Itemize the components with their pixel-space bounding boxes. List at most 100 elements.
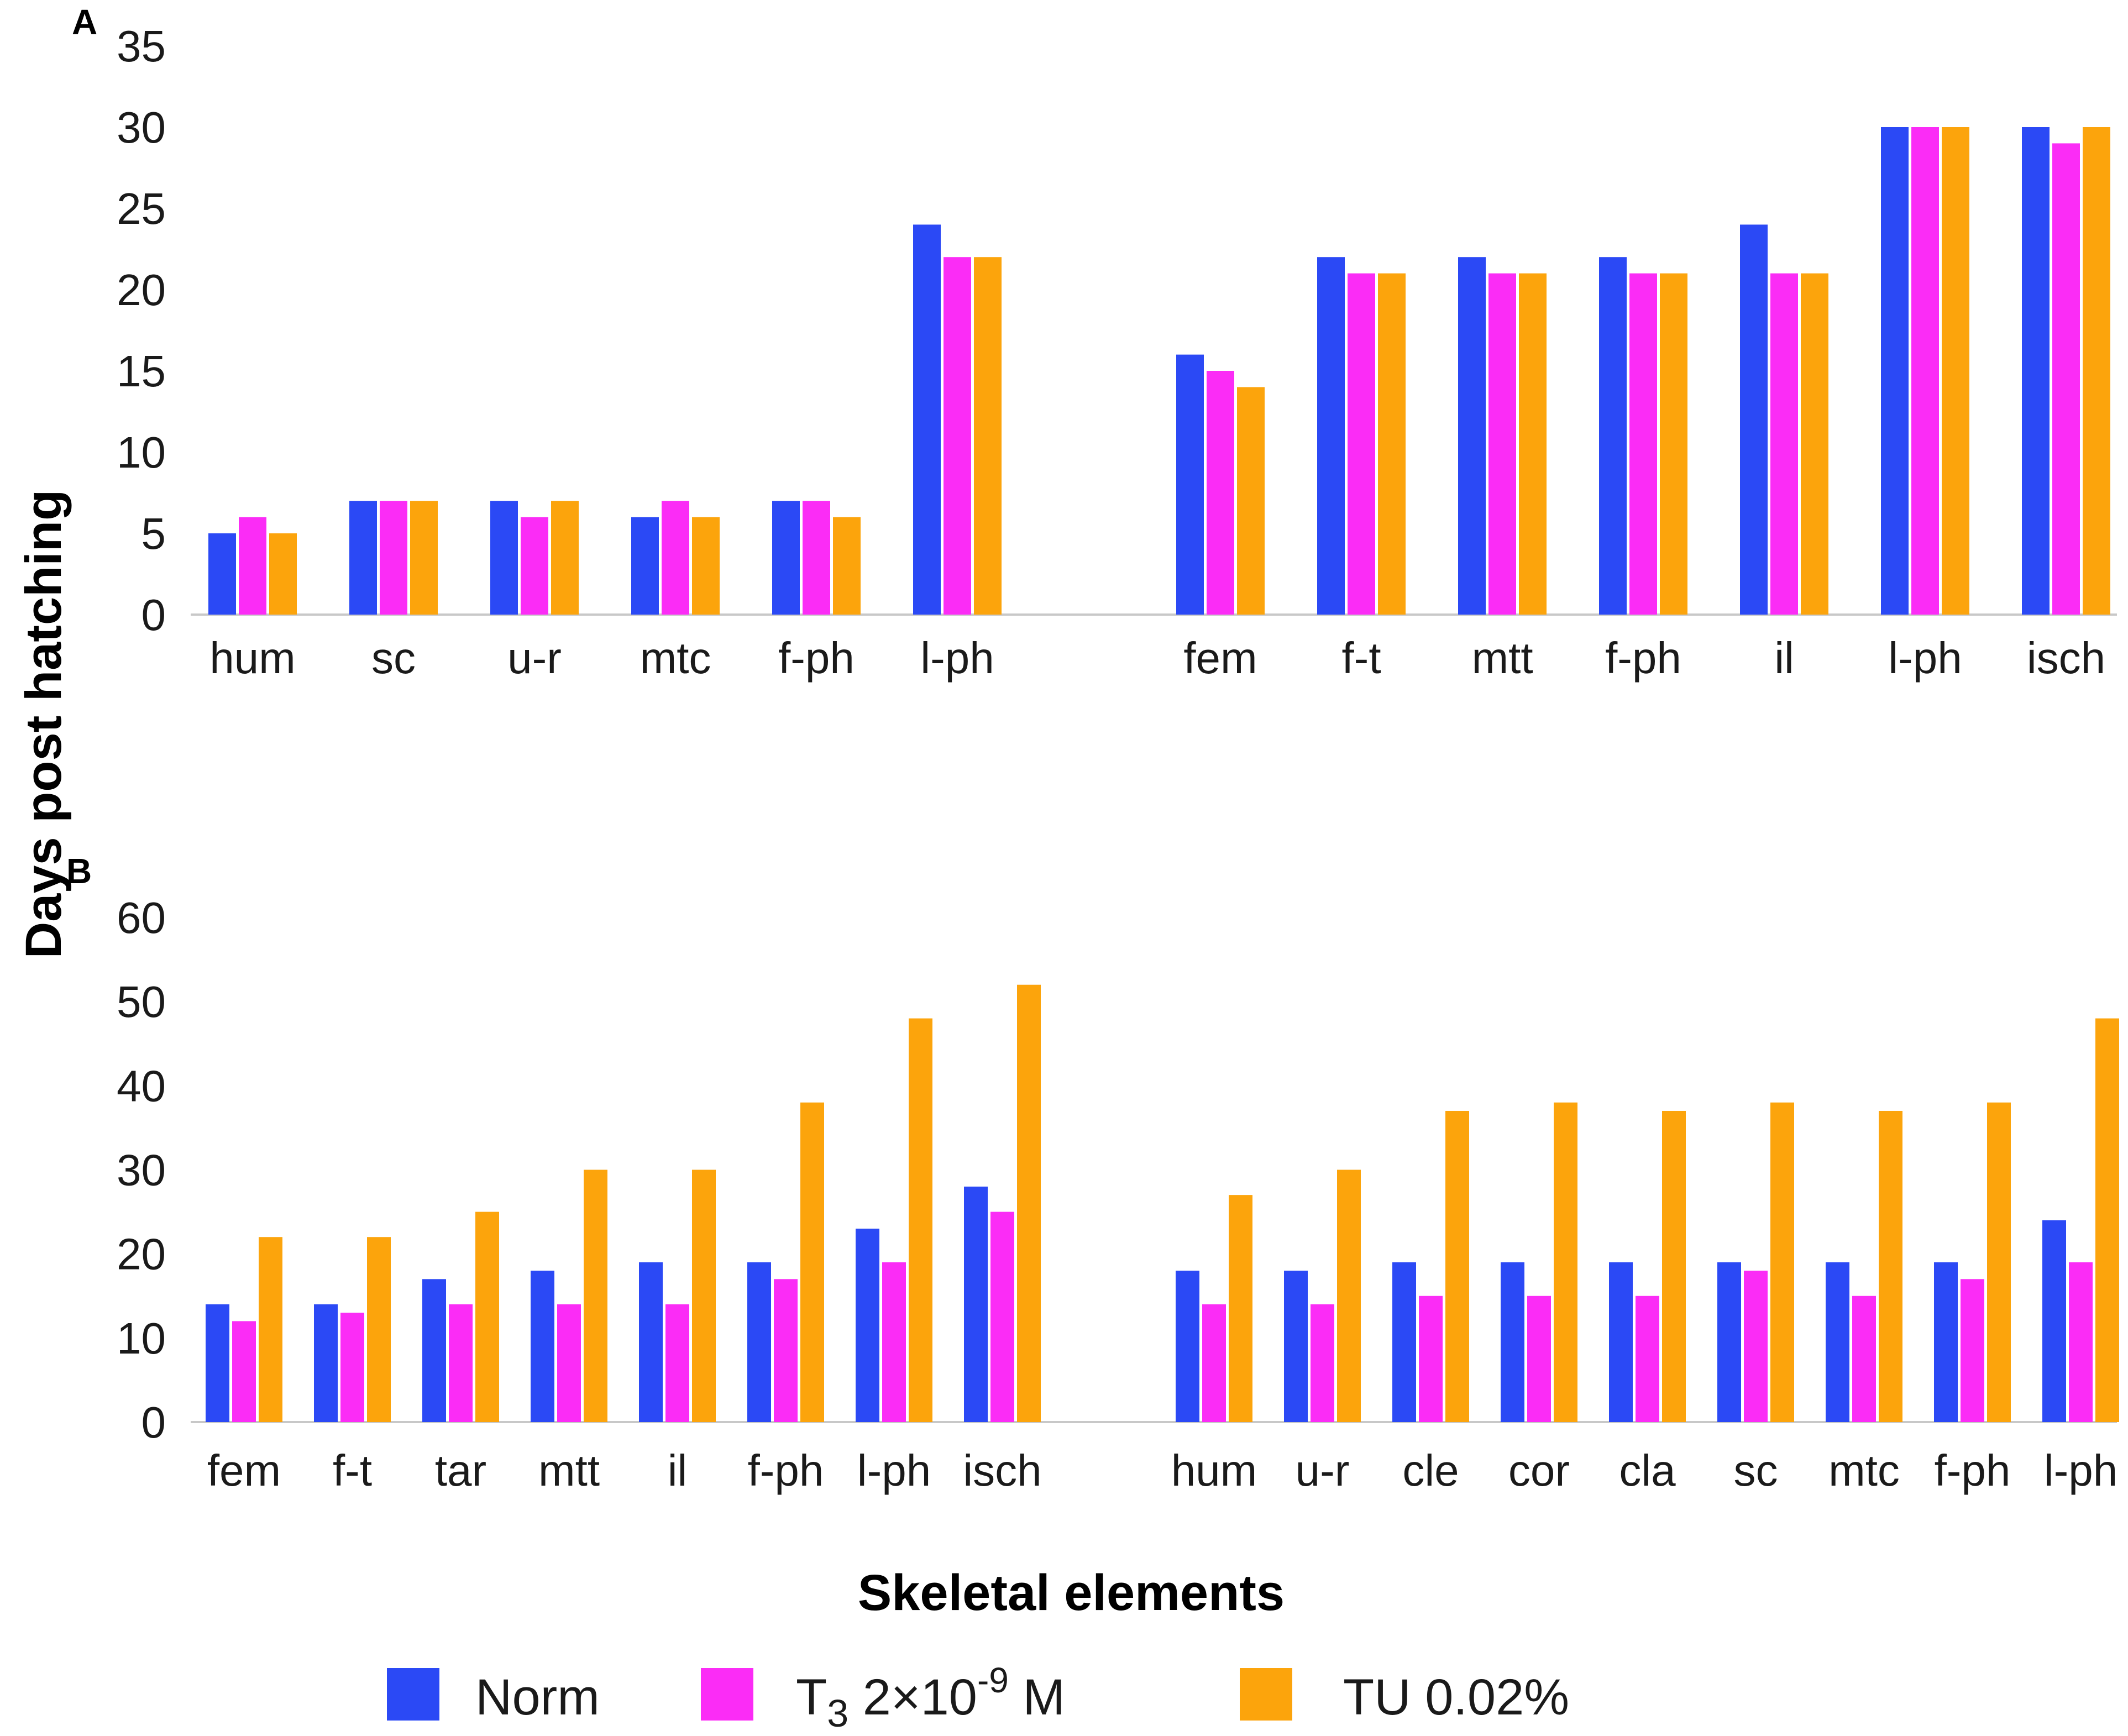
x-tick-label-b-g2-mtc: mtc: [1828, 1446, 1900, 1495]
bar-a-g1-l-ph-norm: [913, 224, 941, 615]
legend: Norm T3 2×10-9 M TU 0.02%: [387, 1660, 1569, 1735]
bar-a-g2-isch-norm: [2022, 127, 2050, 615]
x-tick-label-a-g1-l-ph: l-ph: [920, 633, 994, 683]
bar-b-g2-cle-t3: [1419, 1296, 1443, 1422]
bar-b-g2-mtc-tu: [1879, 1110, 1902, 1422]
bar-b-g1-f-t-norm: [314, 1304, 338, 1422]
bar-a-g2-il-tu: [1801, 273, 1828, 615]
bar-b-g1-tar-norm: [422, 1279, 446, 1422]
x-tick-label-a-g2-mtt: mtt: [1471, 633, 1533, 683]
bar-a-g1-hum-tu: [269, 533, 297, 615]
bar-a-g2-f-t-t3: [1348, 273, 1375, 615]
y-tick-label-a-15: 15: [117, 347, 166, 396]
bar-b-g1-f-ph-t3: [774, 1279, 798, 1422]
x-tick-label-b-g2-sc: sc: [1734, 1446, 1778, 1495]
bar-a-g2-mtt-t3: [1488, 273, 1516, 615]
legend-swatch-norm: [387, 1668, 439, 1721]
x-tick-label-a-g2-l-ph: l-ph: [1888, 633, 1962, 683]
x-tick-label-a-g2-isch: isch: [2027, 633, 2105, 683]
bar-b-g1-isch-t3: [990, 1211, 1014, 1422]
panel-label-a: A: [72, 2, 97, 42]
bar-b-g1-f-t-tu: [367, 1237, 391, 1422]
x-tick-label-b-g1-fem: fem: [207, 1446, 281, 1495]
bar-b-g2-l-ph-t3: [2069, 1262, 2093, 1422]
bar-b-g1-fem-tu: [259, 1237, 282, 1422]
bar-b-g1-mtt-norm: [531, 1271, 554, 1422]
x-tick-label-a-g1-u-r: u-r: [507, 633, 562, 683]
legend-label-tu: TU 0.02%: [1343, 1669, 1569, 1725]
bar-b-g2-u-r-t3: [1311, 1304, 1334, 1422]
bar-b-g2-l-ph-norm: [2042, 1220, 2066, 1422]
bar-b-g1-il-norm: [639, 1262, 663, 1422]
legend-label-t3: T3 2×10-9 M: [796, 1660, 1065, 1735]
bar-b-g1-l-ph-tu: [909, 1018, 932, 1422]
bar-a-g1-hum-norm: [208, 533, 236, 615]
x-tick-label-b-g1-tar: tar: [435, 1446, 486, 1495]
x-tick-label-b-g2-u-r: u-r: [1296, 1446, 1350, 1495]
y-tick-label-b-30: 30: [117, 1146, 166, 1195]
x-tick-label-a-g1-f-ph: f-ph: [778, 633, 855, 683]
bar-b-g2-cle-tu: [1445, 1110, 1469, 1422]
bar-a-g1-u-r-t3: [521, 517, 548, 615]
x-tick-label-a-g2-f-ph: f-ph: [1605, 633, 1681, 683]
bar-a-g2-fem-t3: [1207, 371, 1234, 615]
bar-b-g2-f-ph-tu: [1987, 1102, 2011, 1422]
legend-swatch-t3: [701, 1668, 753, 1721]
bar-b-g2-sc-tu: [1770, 1102, 1794, 1422]
bar-a-g1-hum-t3: [239, 517, 266, 615]
y-tick-label-a-35: 35: [117, 22, 166, 71]
bar-a-g1-l-ph-tu: [974, 257, 1002, 615]
bar-b-g2-sc-t3: [1744, 1271, 1768, 1422]
bar-b-g1-f-ph-tu: [800, 1102, 824, 1422]
y-tick-label-b-10: 10: [117, 1314, 166, 1363]
bar-b-g1-f-ph-norm: [747, 1262, 771, 1422]
bar-b-g1-mtt-t3: [557, 1304, 581, 1422]
bar-b-g2-mtc-norm: [1826, 1262, 1849, 1422]
bar-a-g1-mtc-norm: [631, 517, 659, 615]
bar-a-g1-u-r-tu: [551, 501, 579, 615]
y-tick-label-a-30: 30: [117, 103, 166, 152]
x-tick-label-a-g1-hum: hum: [209, 633, 296, 683]
x-tick-label-a-g1-mtc: mtc: [640, 633, 711, 683]
bar-b-g1-il-t3: [665, 1304, 689, 1422]
bar-a-g2-mtt-norm: [1458, 257, 1486, 615]
y-tick-label-a-5: 5: [141, 509, 166, 558]
bar-b-g1-f-t-t3: [340, 1313, 364, 1422]
bar-b-g2-cla-t3: [1636, 1296, 1659, 1422]
x-axis-title: Skeletal elements: [858, 1565, 1285, 1621]
bar-a-g1-l-ph-t3: [944, 257, 971, 615]
bar-a-g2-fem-tu: [1237, 387, 1265, 615]
bar-a-g1-sc-tu: [410, 501, 438, 615]
bar-b-g1-fem-t3: [232, 1321, 256, 1422]
y-tick-label-b-60: 60: [117, 893, 166, 942]
bar-a-g2-f-ph-tu: [1660, 273, 1687, 615]
x-tick-label-b-g2-cle: cle: [1402, 1446, 1459, 1495]
panel-label-b: B: [66, 851, 92, 891]
bar-b-g2-sc-norm: [1717, 1262, 1741, 1422]
y-tick-label-a-25: 25: [117, 184, 166, 233]
x-tick-label-b-g1-f-ph: f-ph: [748, 1446, 824, 1495]
bar-b-g1-tar-t3: [449, 1304, 473, 1422]
x-tick-label-b-g2-f-ph: f-ph: [1935, 1446, 2011, 1495]
y-tick-label-b-0: 0: [141, 1398, 166, 1447]
bar-b-g2-cor-norm: [1501, 1262, 1524, 1422]
bar-a-g2-isch-tu: [2083, 127, 2110, 615]
bar-a-g1-mtc-tu: [692, 517, 720, 615]
bar-b-g1-isch-norm: [964, 1186, 988, 1422]
bar-a-g2-mtt-tu: [1519, 273, 1547, 615]
bar-a-g1-f-ph-tu: [833, 517, 861, 615]
x-tick-label-b-g2-hum: hum: [1171, 1446, 1257, 1495]
bar-a-g2-f-ph-norm: [1599, 257, 1627, 615]
y-axis-title: Days post hatching: [15, 490, 72, 959]
bar-a-g2-il-t3: [1770, 273, 1798, 615]
bar-b-g2-mtc-t3: [1852, 1296, 1876, 1422]
x-tick-label-b-g2-cor: cor: [1508, 1446, 1570, 1495]
bar-b-g2-l-ph-tu: [2095, 1018, 2119, 1422]
bar-a-g1-u-r-norm: [490, 501, 518, 615]
x-tick-label-b-g1-l-ph: l-ph: [857, 1446, 931, 1495]
bar-a-g1-sc-norm: [349, 501, 377, 615]
bar-b-g2-f-ph-norm: [1934, 1262, 1958, 1422]
x-tick-label-a-g2-il: il: [1774, 633, 1794, 683]
x-tick-label-b-g1-il: il: [668, 1446, 688, 1495]
bar-b-g2-u-r-tu: [1337, 1169, 1361, 1422]
